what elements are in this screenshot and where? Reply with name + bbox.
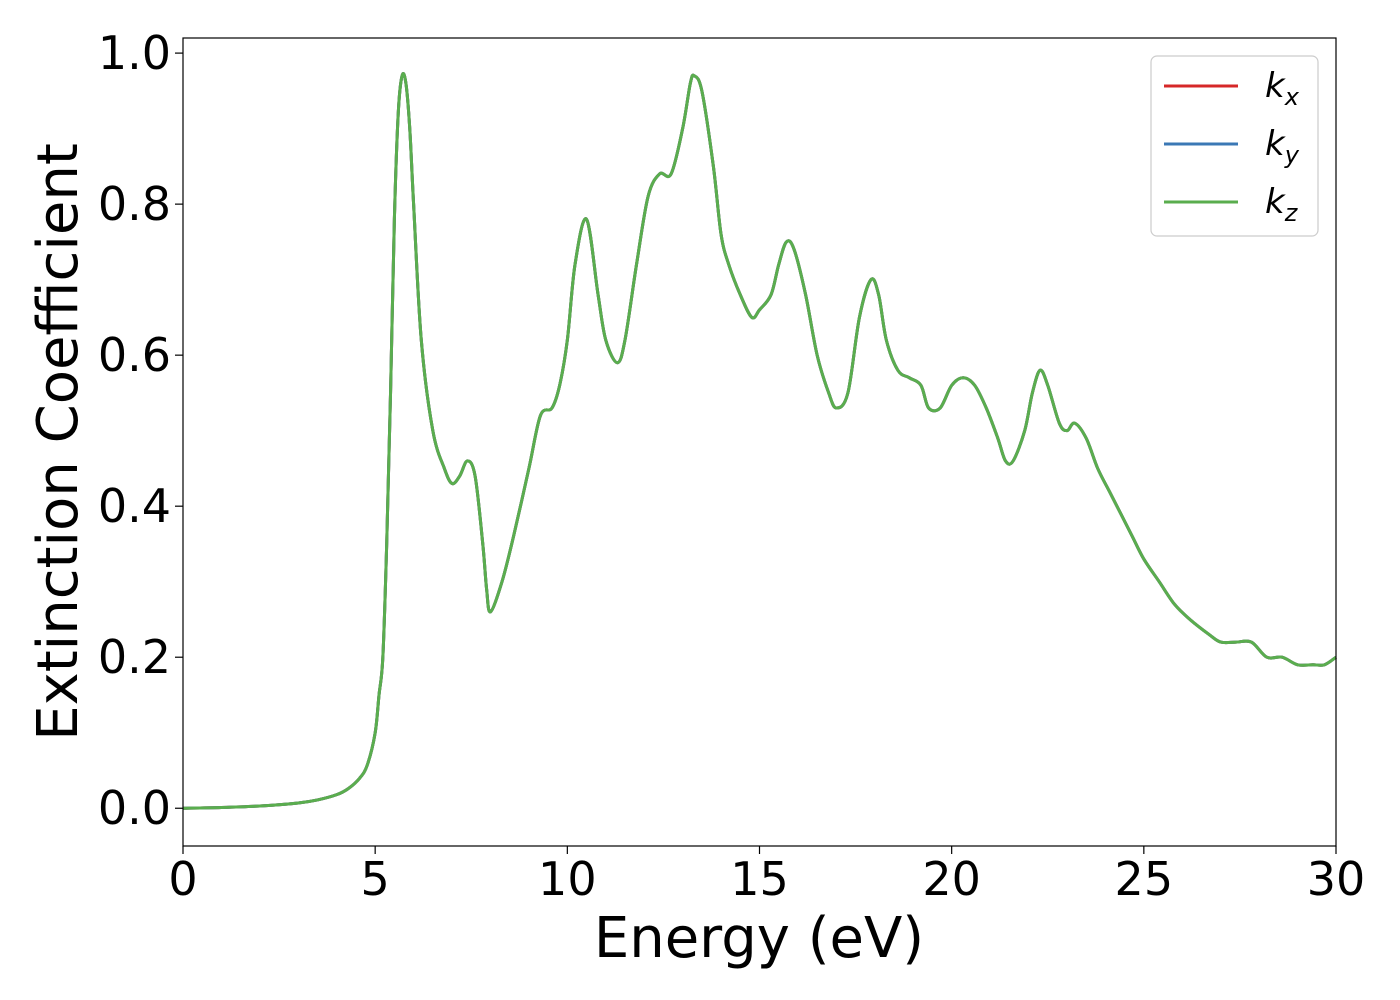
legend-label-kz: kz xyxy=(1265,182,1299,227)
x-tick-label: 30 xyxy=(1307,852,1366,906)
plot-background xyxy=(183,38,1336,846)
x-tick-label: 15 xyxy=(730,852,789,906)
legend: kx ky kz xyxy=(1150,55,1319,237)
x-tick-label: 20 xyxy=(922,852,981,906)
y-tick-label: 0.6 xyxy=(98,328,171,382)
y-axis-ticks: 0.0 0.2 0.4 0.6 0.8 1.0 xyxy=(98,26,183,835)
x-tick-label: 5 xyxy=(361,852,390,906)
legend-label-kx: kx xyxy=(1265,66,1300,111)
x-axis-label: Energy (eV) xyxy=(594,906,924,971)
x-tick-label: 10 xyxy=(538,852,597,906)
y-tick-label: 1.0 xyxy=(98,26,171,80)
y-tick-label: 0.4 xyxy=(98,479,171,533)
legend-box xyxy=(1150,55,1319,237)
legend-label-ky: ky xyxy=(1265,124,1300,169)
x-tick-label: 25 xyxy=(1115,852,1174,906)
series-layer xyxy=(182,72,1337,810)
y-axis-label: Extinction Coefficient xyxy=(26,143,91,741)
x-axis-ticks: 0 5 10 15 20 25 30 xyxy=(168,846,1365,906)
y-tick-label: 0.0 xyxy=(98,781,171,835)
y-tick-label: 0.2 xyxy=(98,630,171,684)
series-line-kz xyxy=(182,72,1337,810)
y-tick-label: 0.8 xyxy=(98,177,171,231)
x-tick-label: 0 xyxy=(168,852,197,906)
